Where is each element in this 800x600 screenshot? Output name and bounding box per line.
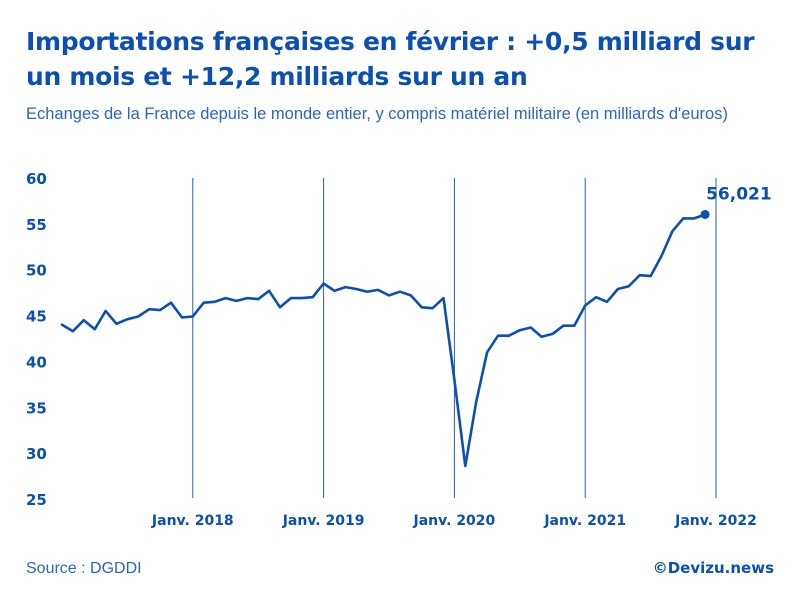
chart-subtitle: Echanges de la France depuis le monde en… [26, 105, 728, 123]
brand-logo: ©Devizu.news [652, 559, 774, 577]
x-tick-label: Janv. 2021 [543, 513, 626, 529]
y-tick-label: 30 [26, 445, 47, 463]
last-value-label: 56,021 [706, 184, 772, 204]
y-tick-label: 45 [26, 308, 47, 326]
y-tick-label: 60 [26, 170, 47, 188]
x-tick-label: Janv. 2020 [413, 513, 496, 529]
x-tick-label: Janv. 2018 [151, 513, 234, 529]
y-tick-label: 25 [26, 491, 47, 509]
y-tick-label: 35 [26, 399, 47, 417]
y-tick-label: 55 [26, 216, 47, 234]
y-tick-label: 50 [26, 262, 47, 280]
source-note: Source : DGDDI [26, 560, 142, 577]
x-tick-label: Janv. 2019 [282, 513, 365, 529]
chart-title: Importations françaises en février : +0,… [26, 27, 755, 91]
imports-series-line [60, 213, 707, 468]
last-value-marker [700, 209, 710, 219]
y-tick-label: 40 [26, 353, 47, 371]
x-tick-label: Janv. 2022 [674, 513, 757, 529]
